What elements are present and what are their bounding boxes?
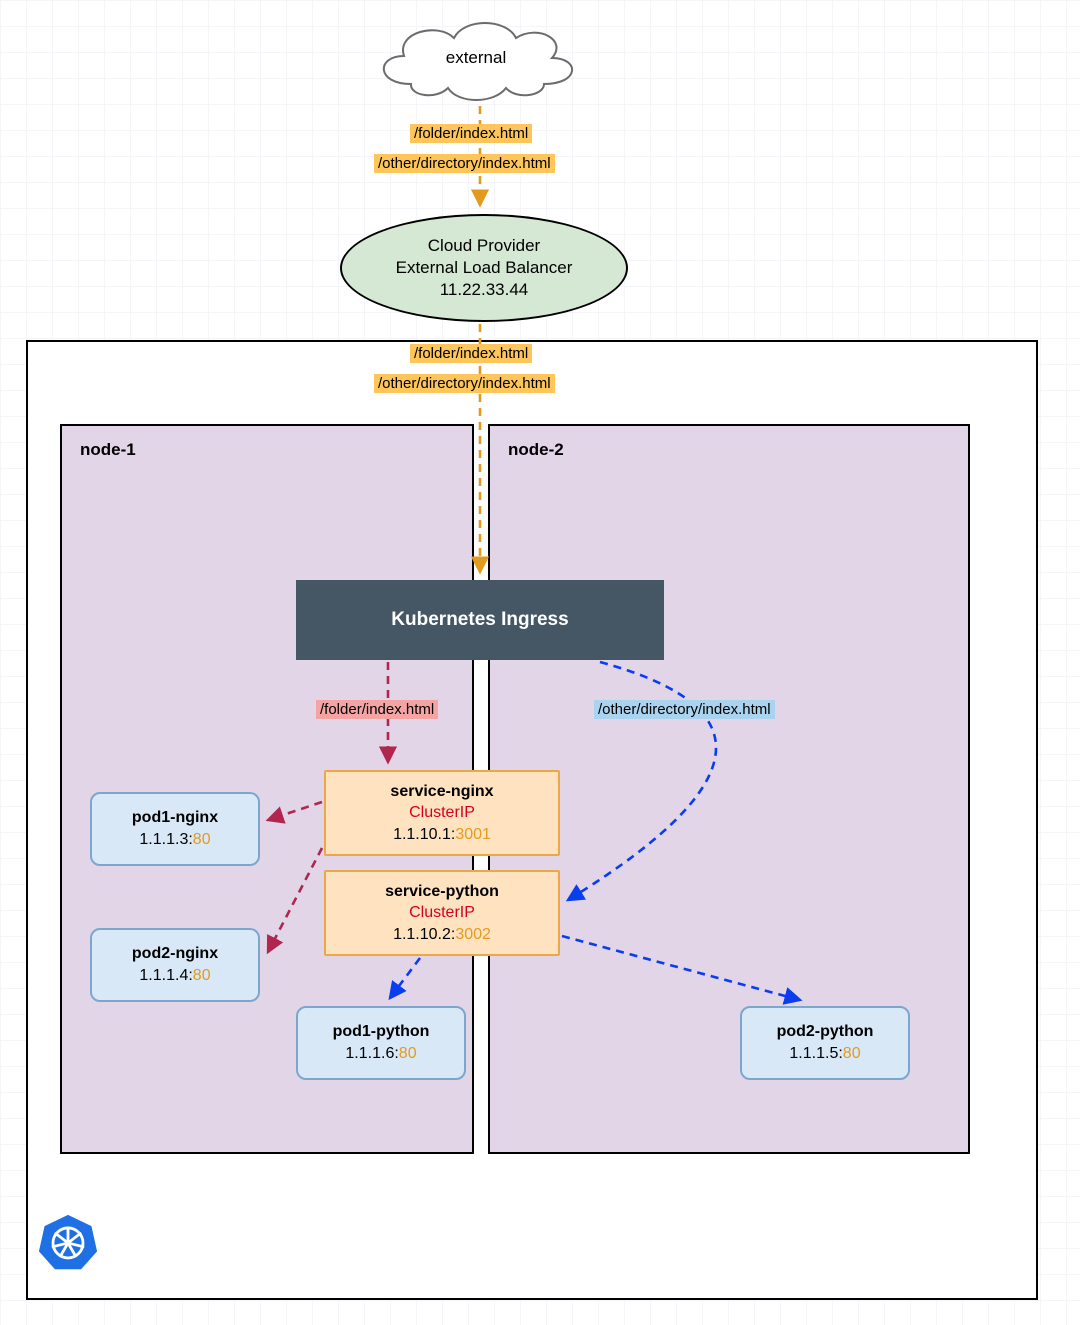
external-cloud-label: external <box>366 48 586 68</box>
pod2-python-endpoint: 1.1.1.5:80 <box>789 1043 860 1065</box>
service-python-name: service-python <box>385 881 499 903</box>
path-label-ingress-nginx: /folder/index.html <box>316 700 438 719</box>
pod1-nginx-box: pod1-nginx 1.1.1.3:80 <box>90 792 260 866</box>
node-2-label: node-2 <box>508 440 564 459</box>
pod2-nginx-name: pod2-nginx <box>132 943 218 965</box>
pod1-python-endpoint: 1.1.1.6:80 <box>345 1043 416 1065</box>
path-label-lb-1: /folder/index.html <box>410 344 532 363</box>
service-nginx-endpoint: 1.1.10.1:3001 <box>393 824 491 846</box>
pod2-python-box: pod2-python 1.1.1.5:80 <box>740 1006 910 1080</box>
service-nginx-name: service-nginx <box>390 781 493 803</box>
pod2-nginx-box: pod2-nginx 1.1.1.4:80 <box>90 928 260 1002</box>
pod1-nginx-name: pod1-nginx <box>132 807 218 829</box>
ingress-box: Kubernetes Ingress <box>296 580 664 660</box>
service-python-box: service-python ClusterIP 1.1.10.2:3002 <box>324 870 560 956</box>
path-label-ext-1: /folder/index.html <box>410 124 532 143</box>
path-label-lb-2: /other/directory/index.html <box>374 374 555 393</box>
lb-line-3: 11.22.33.44 <box>440 279 529 301</box>
ingress-label: Kubernetes Ingress <box>391 609 568 631</box>
pod2-nginx-endpoint: 1.1.1.4:80 <box>139 965 210 987</box>
pod1-python-box: pod1-python 1.1.1.6:80 <box>296 1006 466 1080</box>
external-cloud: external <box>366 14 586 104</box>
pod1-nginx-endpoint: 1.1.1.3:80 <box>139 829 210 851</box>
service-nginx-box: service-nginx ClusterIP 1.1.10.1:3001 <box>324 770 560 856</box>
pod1-python-name: pod1-python <box>333 1021 430 1043</box>
service-python-type: ClusterIP <box>409 902 475 924</box>
lb-line-2: External Load Balancer <box>396 257 573 279</box>
node-1-label: node-1 <box>80 440 136 459</box>
kubernetes-logo-icon <box>38 1212 98 1272</box>
pod2-python-name: pod2-python <box>777 1021 874 1043</box>
service-nginx-type: ClusterIP <box>409 802 475 824</box>
path-label-ext-2: /other/directory/index.html <box>374 154 555 173</box>
load-balancer-node: Cloud Provider External Load Balancer 11… <box>340 214 628 322</box>
path-label-ingress-python: /other/directory/index.html <box>594 700 775 719</box>
diagram-canvas: node-1 node-2 external Cloud Provider Ex… <box>0 0 1080 1325</box>
lb-line-1: Cloud Provider <box>428 235 540 257</box>
service-python-endpoint: 1.1.10.2:3002 <box>393 924 491 946</box>
